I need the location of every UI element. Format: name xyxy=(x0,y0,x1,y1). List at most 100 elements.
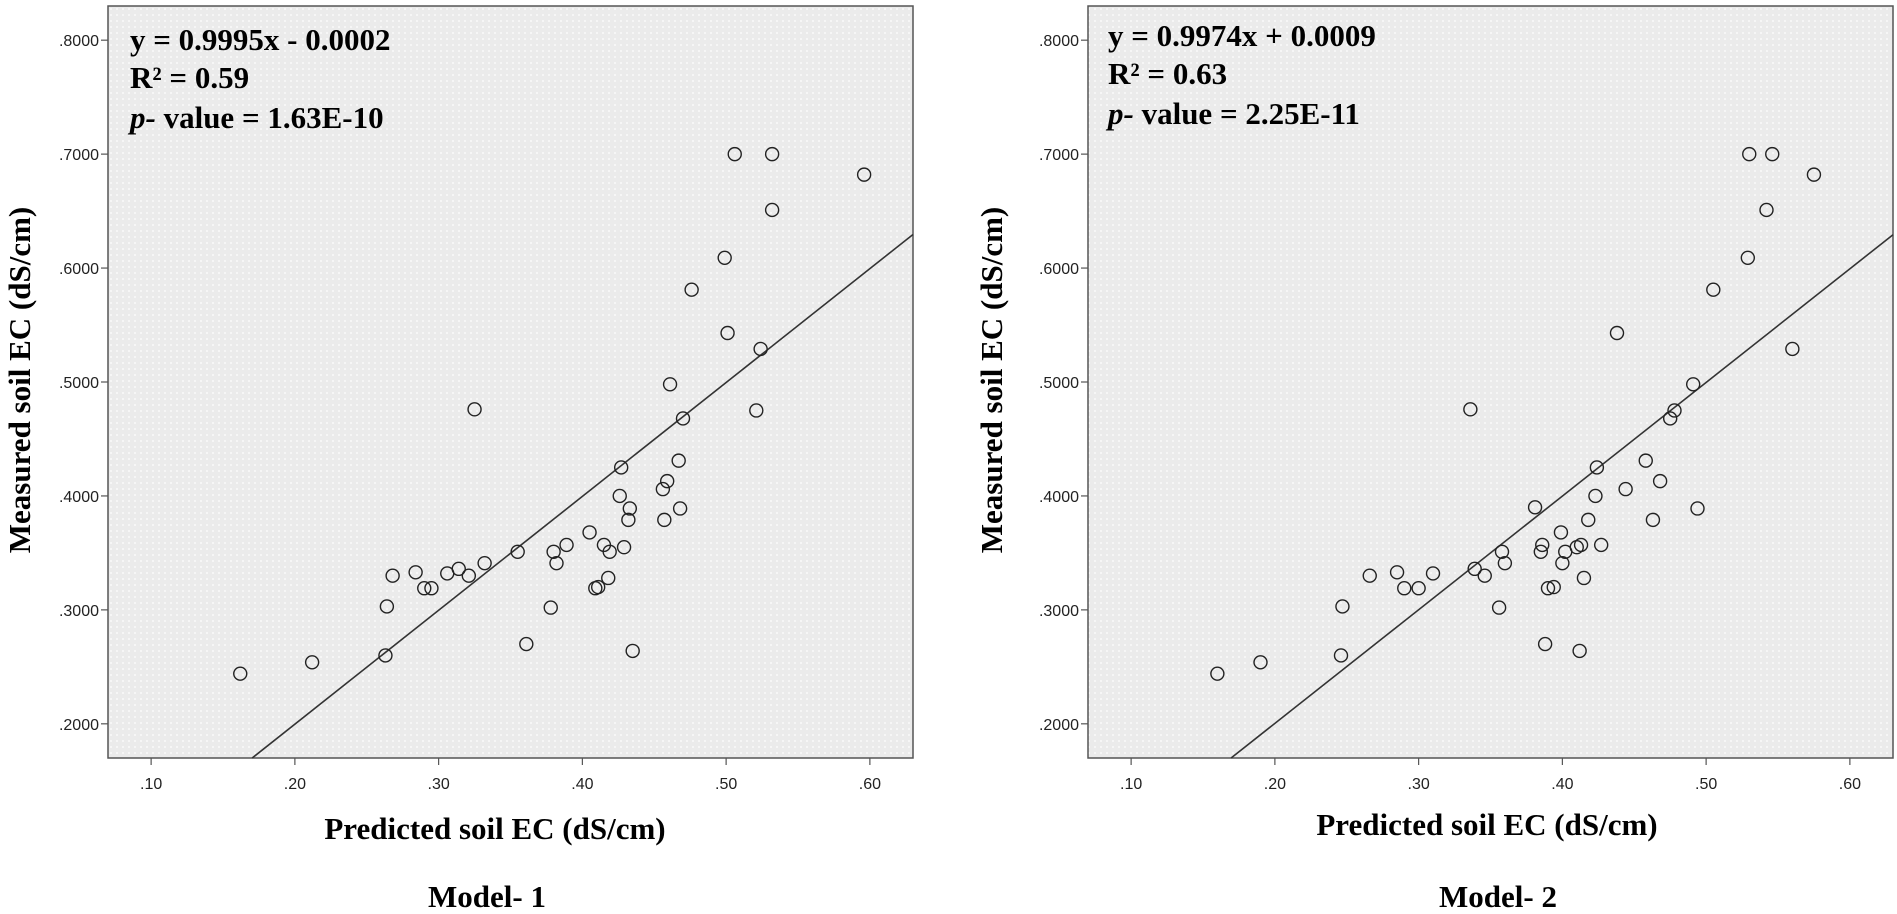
data-point xyxy=(408,565,423,580)
data-point xyxy=(543,600,558,615)
data-point xyxy=(582,525,597,540)
data-point xyxy=(1463,402,1478,417)
data-point xyxy=(1477,568,1492,583)
data-point xyxy=(1555,555,1570,571)
y-axis-label: Measured soil EC (dS/cm) xyxy=(974,207,1009,553)
data-point xyxy=(461,568,477,583)
x-tick-label: .30 xyxy=(1408,776,1430,793)
x-tick-label: .60 xyxy=(1839,776,1861,793)
data-point xyxy=(671,453,686,468)
data-point xyxy=(1491,600,1507,615)
data-point xyxy=(1576,570,1592,586)
chart-caption: Model- 2 xyxy=(1439,879,1557,914)
data-point xyxy=(753,341,768,357)
data-point xyxy=(856,167,872,182)
data-point xyxy=(1253,655,1268,670)
data-point xyxy=(764,146,780,162)
data-point xyxy=(1662,411,1678,426)
data-point xyxy=(1497,555,1513,571)
data-point xyxy=(1494,544,1510,559)
data-point xyxy=(546,544,561,559)
data-point xyxy=(1645,512,1661,528)
data-point xyxy=(1685,377,1701,392)
data-point xyxy=(1389,565,1405,580)
y-tick-label: .4000 xyxy=(59,489,99,506)
fit-line-group xyxy=(1230,234,1894,759)
data-point xyxy=(720,325,735,341)
data-point xyxy=(1759,202,1774,218)
data-point xyxy=(1609,325,1625,341)
x-tick-label: .20 xyxy=(1264,776,1286,793)
data-point xyxy=(1210,666,1225,681)
data-point xyxy=(657,512,672,528)
y-tick-label: .7000 xyxy=(59,147,99,164)
fit-line xyxy=(1230,234,1894,759)
x-tick-label: .30 xyxy=(428,776,450,793)
data-point xyxy=(662,377,678,392)
data-point xyxy=(1411,581,1426,596)
data-point xyxy=(1335,599,1350,614)
data-point xyxy=(1588,488,1603,504)
data-point xyxy=(451,561,466,577)
y-tick-label: .5000 xyxy=(1039,375,1079,392)
plot-background xyxy=(107,5,914,759)
data-point xyxy=(1667,403,1682,418)
data-point xyxy=(1765,146,1780,162)
data-point xyxy=(621,512,636,528)
axis-ticks: .10 .20 .30 .40 .50 .60 .2000 .3000 .4000 .5000 .6… xyxy=(59,33,881,793)
data-point xyxy=(622,501,638,516)
data-point xyxy=(764,202,780,218)
data-point xyxy=(510,544,525,559)
data-point xyxy=(1618,481,1633,497)
y-tick-label: .2000 xyxy=(59,717,99,734)
data-point xyxy=(727,146,742,162)
data-point xyxy=(612,488,627,504)
y-tick-label: .6000 xyxy=(59,261,99,278)
y-tick-label: .4000 xyxy=(1039,489,1079,506)
data-point xyxy=(1533,544,1549,559)
y-tick-label: .2000 xyxy=(1039,717,1079,734)
data-point xyxy=(672,501,688,516)
data-point xyxy=(1638,453,1653,468)
y-tick-label: .6000 xyxy=(1039,261,1079,278)
data-point xyxy=(1540,581,1556,596)
data-point xyxy=(1589,460,1605,475)
data-point xyxy=(1740,250,1756,266)
equation-label: y = 0.9995x - 0.0002 xyxy=(130,22,391,57)
data-point xyxy=(1397,581,1412,596)
y-axis-label: Measured soil EC (dS/cm) xyxy=(2,207,37,553)
data-point xyxy=(613,460,629,475)
x-tick-label: .20 xyxy=(284,776,306,793)
data-point xyxy=(559,537,574,553)
fit-line xyxy=(251,233,914,759)
data-point xyxy=(1573,537,1589,553)
plot-background xyxy=(1087,5,1894,759)
data-point xyxy=(467,402,482,417)
data-point xyxy=(659,473,675,489)
data-point xyxy=(1742,146,1757,162)
x-tick-label: .50 xyxy=(715,776,737,793)
x-axis-label: Predicted soil EC (dS/cm) xyxy=(1316,807,1657,842)
data-point xyxy=(655,481,671,497)
data-point xyxy=(1546,579,1561,595)
data-point xyxy=(684,282,699,297)
data-point xyxy=(590,579,606,595)
data-point xyxy=(1535,537,1550,553)
data-point xyxy=(549,555,564,571)
data-point xyxy=(304,655,320,670)
data-point xyxy=(1581,512,1596,528)
data-point xyxy=(379,599,395,614)
data-point xyxy=(1333,648,1349,663)
data-point xyxy=(1785,341,1800,357)
y-tick-label: .5000 xyxy=(59,375,99,392)
chart-model-1: .10 .20 .30 .40 .50 .60 .2000 .3000 .4000 .5000 .6… xyxy=(2,5,914,914)
p-value-label: p- value = 2.25E-11 xyxy=(1105,96,1360,131)
data-point xyxy=(625,643,640,659)
data-point xyxy=(1652,473,1668,489)
data-point xyxy=(1593,537,1609,553)
fit-line-group xyxy=(251,233,914,759)
x-tick-label: .10 xyxy=(140,776,162,793)
y-tick-label: .3000 xyxy=(1039,603,1079,620)
data-point xyxy=(1706,282,1721,297)
